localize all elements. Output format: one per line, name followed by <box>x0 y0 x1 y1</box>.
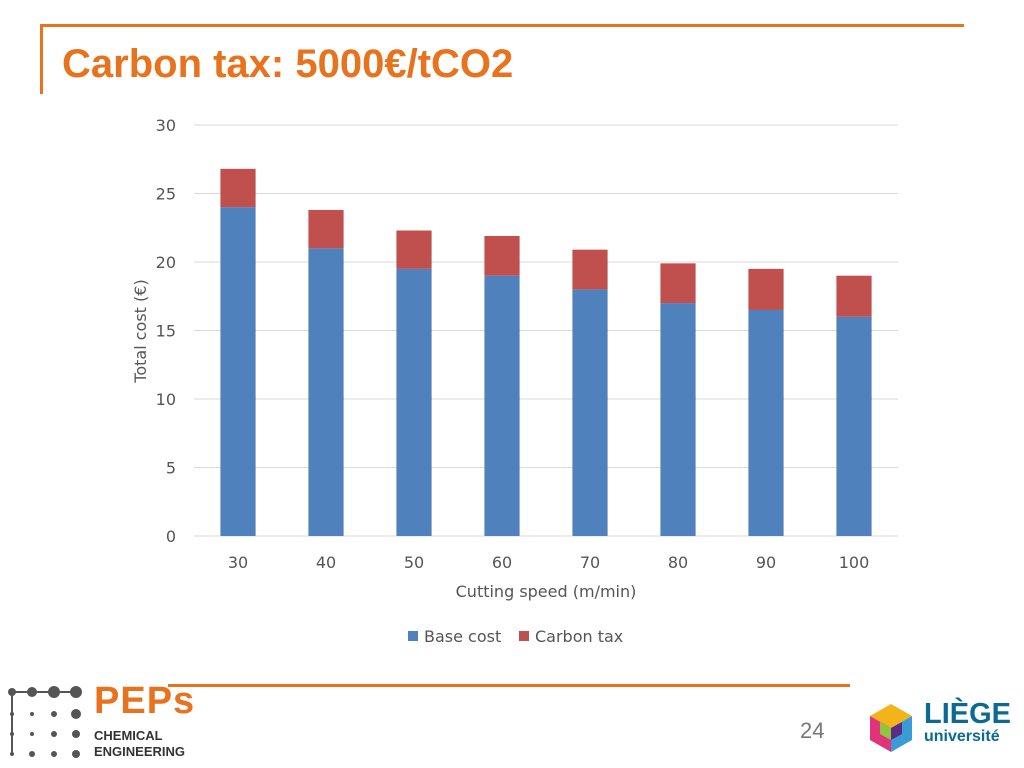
bar-carbon-tax <box>308 209 344 249</box>
bar-carbon-tax <box>484 235 520 276</box>
x-axis-title: Cutting speed (m/min) <box>456 582 637 601</box>
peps-wordmark: PEPs <box>94 680 196 722</box>
bar-carbon-tax <box>836 275 872 317</box>
stacked-bar-chart: 0 5 10 15 20 25 30 30 40 50 60 70 80 90 100 Cutting spe… <box>131 116 898 646</box>
legend-swatch-carbon-tax <box>519 631 529 641</box>
x-tick-label: 50 <box>404 553 424 572</box>
bar-carbon-tax <box>748 268 784 310</box>
bar-base-cost <box>836 316 872 536</box>
bar-base-cost <box>660 303 696 536</box>
x-tick-label: 100 <box>839 553 870 572</box>
bar-base-cost <box>308 248 344 537</box>
title-top-rule <box>40 24 964 27</box>
liege-wordmark: LIÈGE <box>924 698 1012 730</box>
x-tick-label: 70 <box>580 553 600 572</box>
slide-title: Carbon tax: 5000€/tCO2 <box>62 42 514 86</box>
bar-base-cost <box>396 268 432 536</box>
peps-sub-line1: CHEMICAL <box>94 728 163 743</box>
liege-subtitle: université <box>924 728 1000 745</box>
y-tick-label: 10 <box>156 390 176 409</box>
x-tick-label: 90 <box>756 553 776 572</box>
bar-carbon-tax <box>660 263 696 304</box>
footer-rule <box>168 684 850 687</box>
y-tick-label: 5 <box>166 459 176 478</box>
liege-cube-logo-icon <box>870 704 912 752</box>
x-tick-label: 40 <box>316 553 336 572</box>
bar-carbon-tax <box>396 230 432 269</box>
y-tick-label: 20 <box>156 253 176 272</box>
bar-base-cost <box>484 275 520 536</box>
y-tick-label: 25 <box>156 185 176 204</box>
x-tick-label: 30 <box>228 553 248 572</box>
y-tick-label: 15 <box>156 322 176 341</box>
x-tick-label: 60 <box>492 553 512 572</box>
x-tick-label: 80 <box>668 553 688 572</box>
legend-label-carbon-tax: Carbon tax <box>535 627 623 646</box>
y-axis-title: Total cost (€) <box>131 279 150 383</box>
bar-carbon-tax <box>572 249 608 290</box>
bar-base-cost <box>572 289 608 536</box>
peps-sub-line2: ENGINEERING <box>94 744 186 759</box>
legend-label-base-cost: Base cost <box>424 627 501 646</box>
title-left-rule <box>40 24 43 94</box>
bar-base-cost <box>220 207 256 536</box>
y-tick-label: 30 <box>156 116 176 135</box>
peps-dots-logo-icon <box>8 686 82 758</box>
bar-base-cost <box>748 309 784 536</box>
page-number: 24 <box>800 718 825 743</box>
bar-carbon-tax <box>220 168 256 208</box>
legend-swatch-base-cost <box>408 631 418 641</box>
peps-subtitle: CHEMICAL ENGINEERING <box>94 728 185 760</box>
y-tick-label: 0 <box>166 527 176 546</box>
